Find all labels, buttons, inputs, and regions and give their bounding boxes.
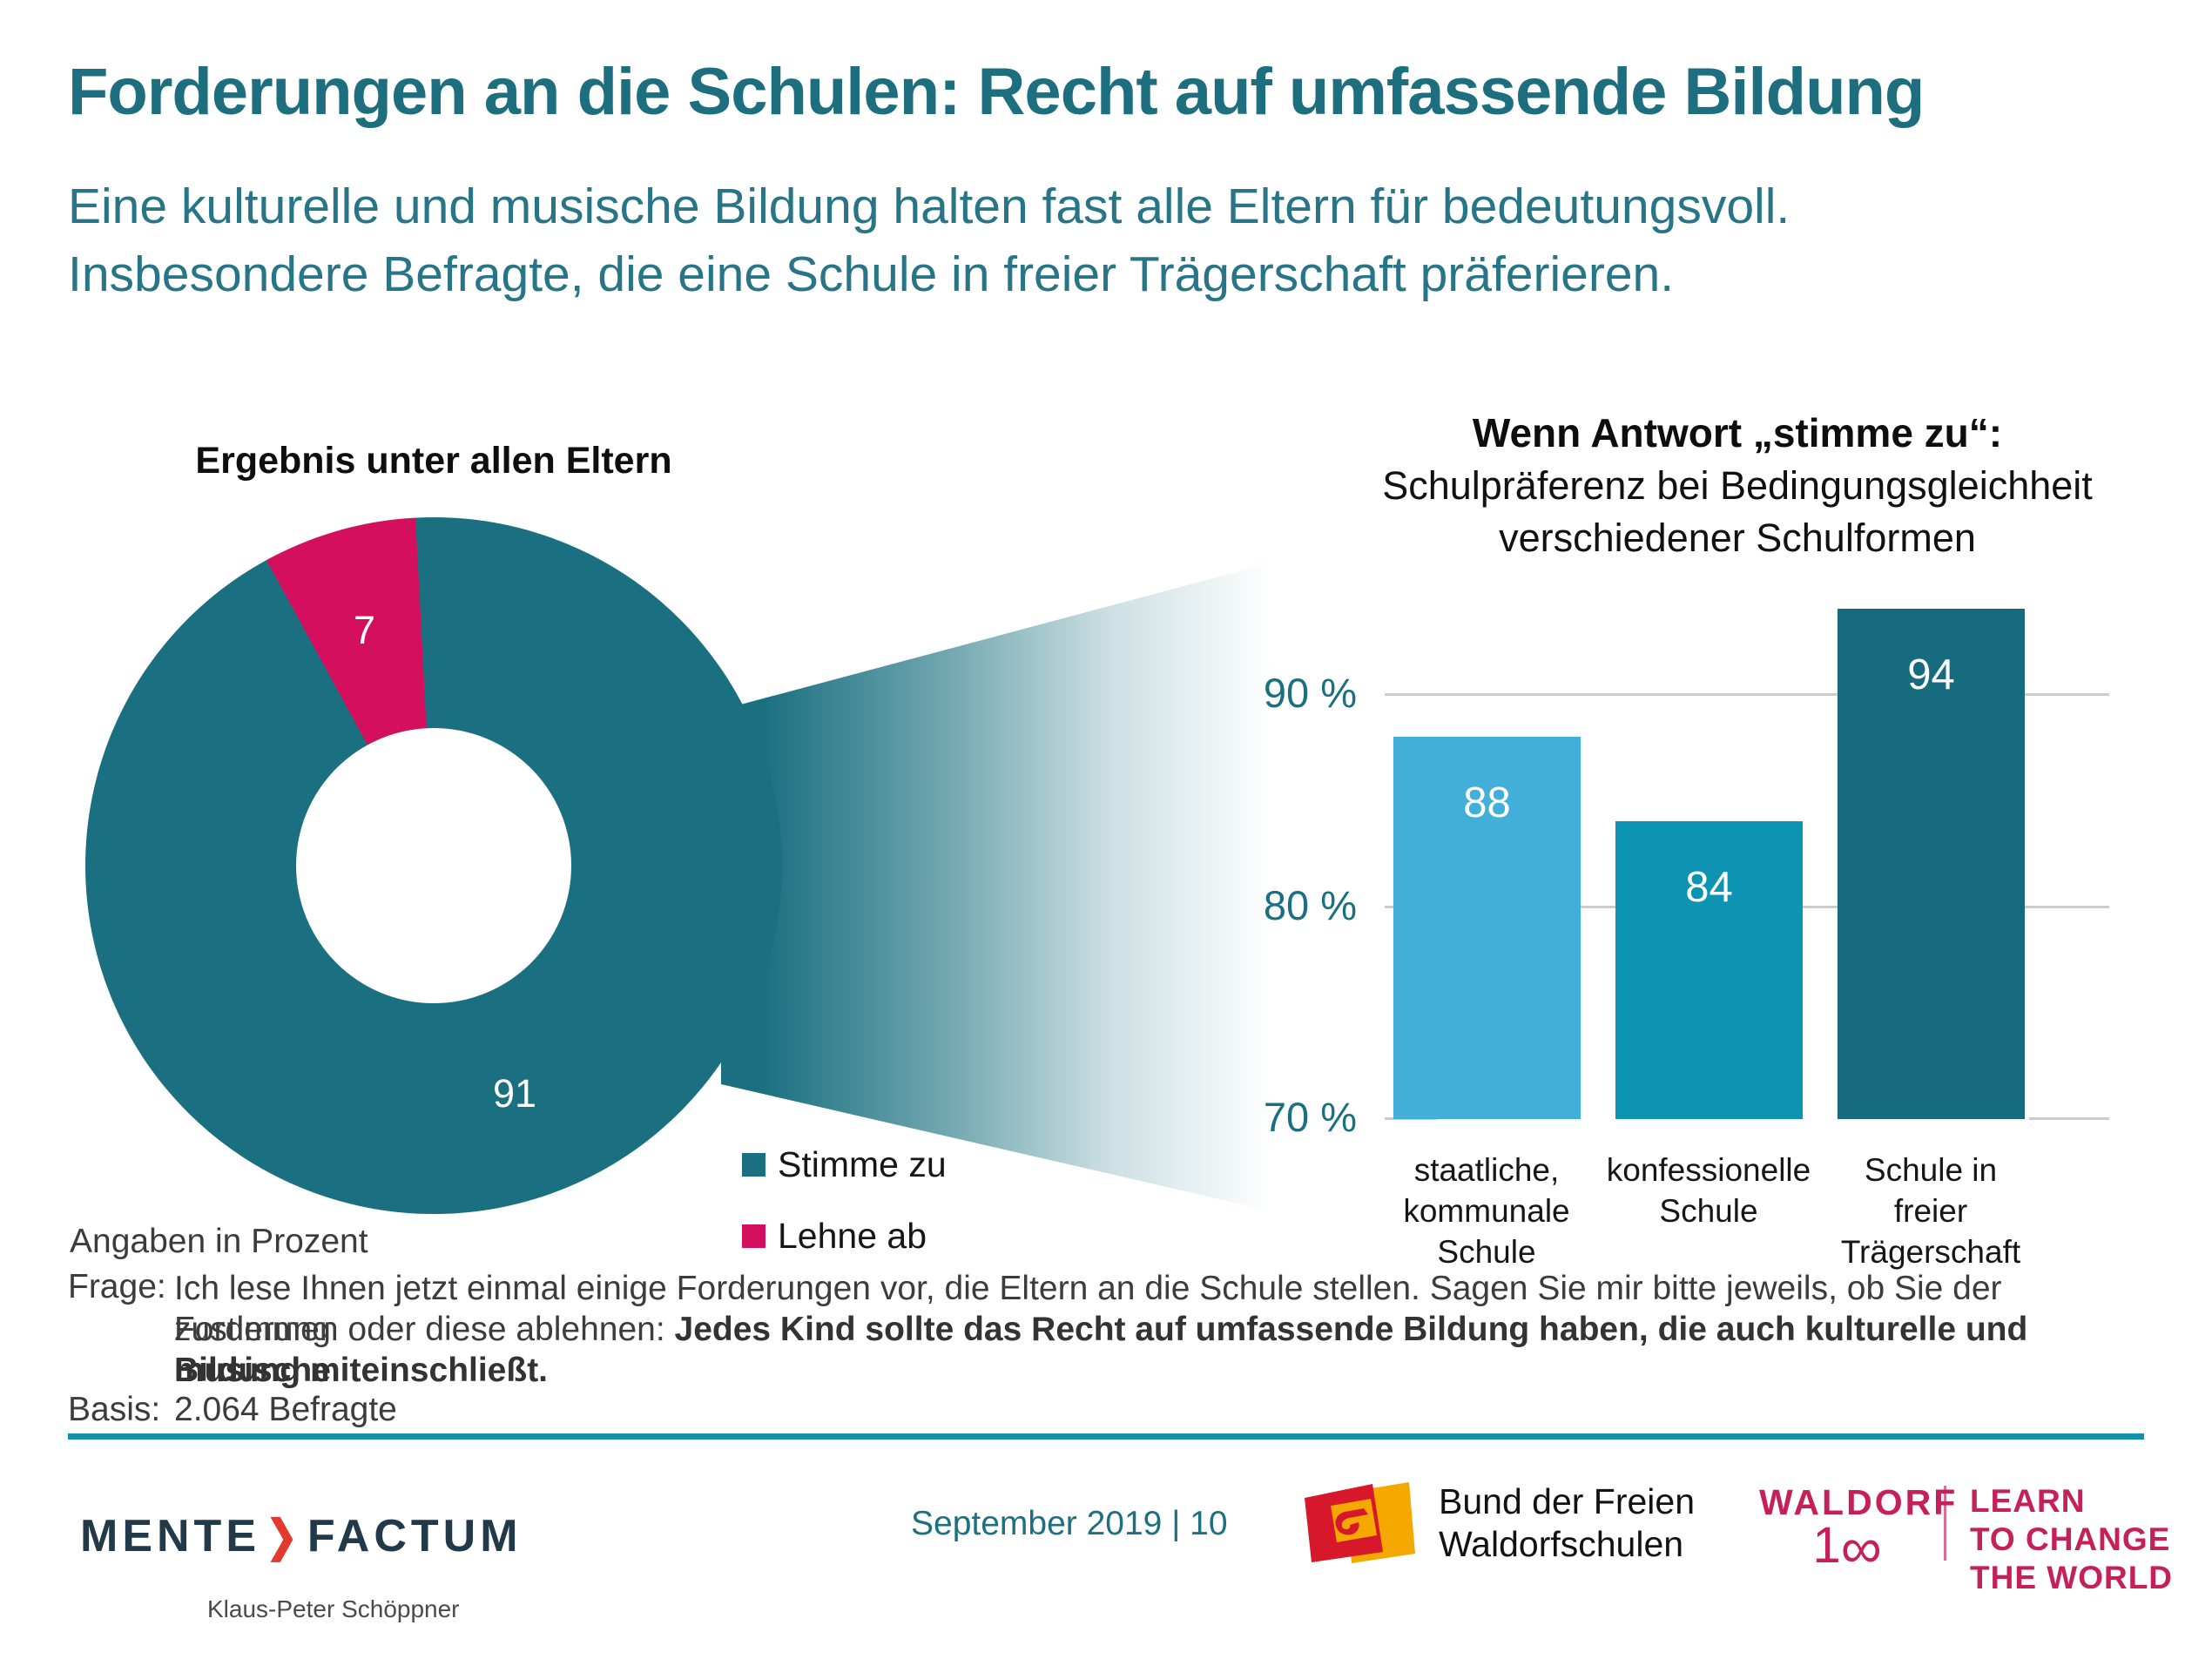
- divider-rule: [68, 1433, 2144, 1440]
- legend-swatch-reject-icon: [742, 1224, 765, 1248]
- baseline-tick-right: [2029, 1117, 2109, 1120]
- infinity-icon: ∞: [1840, 1515, 1882, 1580]
- waldorf-wordmark: WALDORF: [1759, 1482, 1959, 1522]
- bar-category-label: konfessionelle Schule: [1606, 1152, 1811, 1229]
- author-name: Klaus-Peter Schöppner: [207, 1595, 460, 1622]
- frage-text-line-2: zustimmen oder diese ablehnen: Jedes Kin…: [174, 1309, 2151, 1391]
- zoom-beam-decoration: [721, 557, 1291, 1216]
- donut-chart-title: Ergebnis unter allen Eltern: [195, 440, 672, 482]
- gridline-90: [1385, 693, 2109, 696]
- bund-text-line-1: Bund der Freien: [1439, 1481, 1696, 1521]
- waldorf-one: 1: [1812, 1517, 1841, 1574]
- frage-line2-regular: zustimmen oder diese ablehnen:: [174, 1311, 675, 1348]
- y-axis-tick-70: 70 %: [1263, 1094, 1357, 1140]
- y-axis-tick-90: 90 %: [1263, 670, 1357, 716]
- bar-category-label: staatliche, kommunale Schule: [1403, 1152, 1570, 1270]
- learn-line-1: LEARN: [1970, 1483, 2086, 1519]
- subtitle-line-2: Insbesondere Befragte, die eine Schule i…: [68, 246, 1675, 302]
- bar-1: 88: [1393, 737, 1581, 1119]
- frage-text-line-1: Ich lese Ihnen jetzt einmal einige Forde…: [174, 1270, 2021, 1348]
- bar-2: 84: [1615, 821, 1803, 1119]
- donut-chart: 91 7: [85, 517, 782, 1214]
- learn-line-2: TO CHANGE: [1970, 1521, 2171, 1557]
- legend-swatch-agree-icon: [742, 1153, 765, 1177]
- page-title: Forderungen an die Schulen: Recht auf um…: [68, 55, 1925, 129]
- frage-label: Frage:: [68, 1268, 166, 1305]
- bar-value-label: 84: [1685, 864, 1733, 911]
- bar-value-label: 94: [1907, 651, 1955, 698]
- bar-value-label: 88: [1463, 779, 1511, 826]
- mente-text: MENTE: [80, 1511, 260, 1561]
- units-note: Angaben in Prozent: [70, 1223, 368, 1260]
- legend-label-agree: Stimme zu: [778, 1144, 947, 1184]
- basis-value: 2.064 Befragte: [174, 1391, 397, 1428]
- bar-3: 94: [1838, 609, 2025, 1119]
- legend-label-reject: Lehne ab: [778, 1216, 927, 1256]
- learn-to-change-the-world-label: LEARN TO CHANGE THE WORLD: [1970, 1482, 2173, 1597]
- chevron-right-icon: ❯: [266, 1511, 302, 1561]
- learn-line-3: THE WORLD: [1970, 1560, 2174, 1595]
- donut-value-reject: 7: [354, 608, 376, 652]
- legend-item-agree: Stimme zu: [742, 1144, 947, 1185]
- bund-der-freien-waldorfschulen-label: Bund der Freien Waldorfschulen: [1439, 1480, 1695, 1566]
- waldorf-flame-icon: [1305, 1482, 1415, 1563]
- donut-hole: [296, 728, 571, 1003]
- y-axis-tick-80: 80 %: [1263, 882, 1357, 928]
- legend-item-reject: Lehne ab: [742, 1216, 927, 1257]
- date-page-number: September 2019 | 10: [911, 1505, 1228, 1542]
- waldorf-100-logo: WALDORF 1∞: [1759, 1482, 1959, 1576]
- bar-chart-plot-area: 88 84 94: [1337, 523, 2112, 1119]
- mentefactum-logo: MENTE ❯ FACTUM: [80, 1510, 523, 1562]
- bar-category-label: Schule in freier Trägerschaft: [1840, 1152, 2021, 1270]
- subtitle-line-1: Eine kulturelle und musische Bildung hal…: [68, 179, 1791, 234]
- bar-chart-title-line-3: verschiedener Schulformen: [1499, 516, 1976, 560]
- waldorf-100-mark: 1∞: [1759, 1519, 1933, 1576]
- bar-chart-title-line-1: Wenn Antwort „stimme zu“:: [1472, 410, 2003, 455]
- waldorf-divider-line: [1944, 1486, 1946, 1561]
- bund-text-line-2: Waldorfschulen: [1439, 1524, 1684, 1564]
- donut-value-agree: 91: [493, 1071, 537, 1116]
- bar-chart-title-line-2: Schulpräferenz bei Bedingungsgleichheit: [1382, 463, 2093, 508]
- basis-label: Basis:: [68, 1391, 161, 1428]
- frage-line2-bold: Jedes Kind sollte das Recht auf umfassen…: [174, 1311, 2038, 1389]
- factum-text: FACTUM: [307, 1511, 523, 1561]
- frage-text-line-3: Bildung miteinschließt.: [174, 1352, 549, 1389]
